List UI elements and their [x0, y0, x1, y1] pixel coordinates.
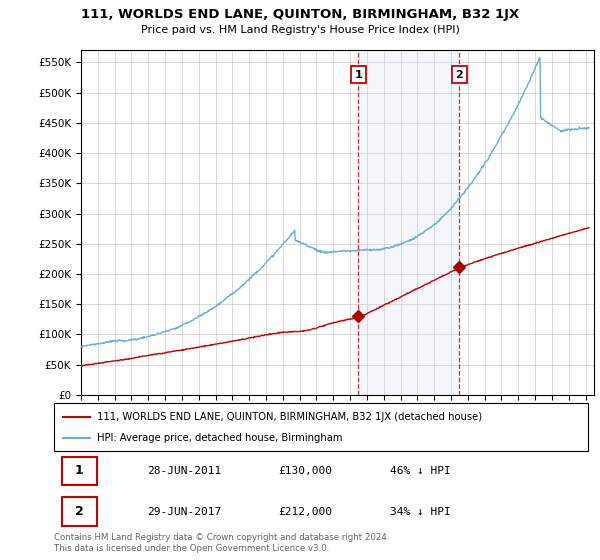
FancyBboxPatch shape [62, 497, 97, 526]
Text: 29-JUN-2017: 29-JUN-2017 [148, 507, 222, 517]
Text: 46% ↓ HPI: 46% ↓ HPI [391, 466, 451, 476]
Text: £212,000: £212,000 [278, 507, 332, 517]
Text: 34% ↓ HPI: 34% ↓ HPI [391, 507, 451, 517]
Text: Contains HM Land Registry data © Crown copyright and database right 2024.
This d: Contains HM Land Registry data © Crown c… [54, 533, 389, 553]
Text: 111, WORLDS END LANE, QUINTON, BIRMINGHAM, B32 1JX (detached house): 111, WORLDS END LANE, QUINTON, BIRMINGHA… [97, 412, 482, 422]
Text: £130,000: £130,000 [278, 466, 332, 476]
Text: 111, WORLDS END LANE, QUINTON, BIRMINGHAM, B32 1JX: 111, WORLDS END LANE, QUINTON, BIRMINGHA… [81, 8, 519, 21]
Text: 28-JUN-2011: 28-JUN-2011 [148, 466, 222, 476]
Text: 2: 2 [455, 69, 463, 80]
Text: 1: 1 [75, 464, 84, 478]
Text: 2: 2 [75, 505, 84, 519]
Text: HPI: Average price, detached house, Birmingham: HPI: Average price, detached house, Birm… [97, 433, 342, 444]
Bar [358, 50, 459, 395]
FancyBboxPatch shape [54, 403, 588, 451]
FancyBboxPatch shape [62, 456, 97, 486]
Text: 1: 1 [355, 69, 362, 80]
Text: Price paid vs. HM Land Registry's House Price Index (HPI): Price paid vs. HM Land Registry's House … [140, 25, 460, 35]
